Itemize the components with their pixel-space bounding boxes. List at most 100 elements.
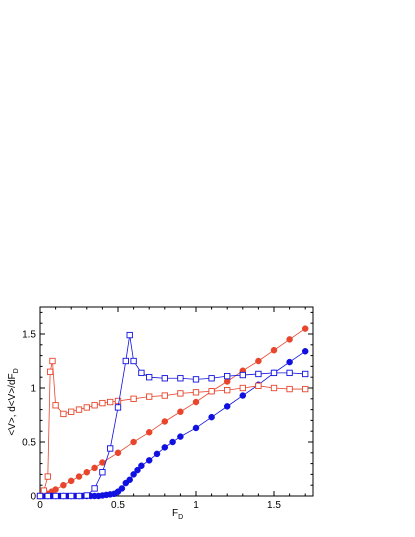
series-3-point xyxy=(146,374,153,381)
series-1-point xyxy=(118,485,126,492)
series-3-point xyxy=(239,371,246,379)
series-3-point xyxy=(107,445,114,452)
series-1-point xyxy=(161,444,169,451)
series-1-point xyxy=(301,348,309,355)
series-3-point xyxy=(286,369,293,377)
series-1-point xyxy=(239,392,247,399)
plot-frame xyxy=(39,306,314,497)
series-1-point xyxy=(145,457,153,464)
series-3-point xyxy=(126,331,133,339)
y-axis-label: <V>, d<V>/dFD xyxy=(7,368,20,435)
series-0-point xyxy=(52,486,59,493)
series-2 xyxy=(36,357,309,500)
series-3 xyxy=(36,331,309,500)
series-3-point xyxy=(224,372,231,380)
series-1-point xyxy=(169,438,176,446)
series-1-point xyxy=(134,466,141,474)
series-3-point xyxy=(36,492,44,500)
series-1-point xyxy=(223,403,231,410)
series-1-point xyxy=(208,413,215,421)
series-2-point xyxy=(239,384,246,392)
series-0-point xyxy=(270,346,278,354)
series-2-point xyxy=(40,487,48,494)
series-2-point xyxy=(83,404,90,411)
series-2-point xyxy=(52,402,59,409)
series-3-point xyxy=(91,485,98,492)
series-3-point xyxy=(138,369,145,377)
series-3-point xyxy=(192,376,200,383)
series-2-point xyxy=(302,385,309,393)
series-2-point xyxy=(107,398,114,406)
series-2-point xyxy=(44,473,51,480)
series-0-point xyxy=(223,378,231,385)
series-0-point xyxy=(75,473,83,480)
series-0-point xyxy=(177,408,184,416)
x-tick-label: 0.5 xyxy=(111,500,125,511)
series-3-point xyxy=(83,492,90,499)
series-3-point xyxy=(130,357,137,365)
y-tick-label: 1.5 xyxy=(22,330,36,341)
series-2-point xyxy=(49,357,56,365)
series-3-point xyxy=(52,492,59,500)
series-1-point xyxy=(126,476,133,484)
y-tick-label: 0.5 xyxy=(22,438,36,449)
series-2-point xyxy=(130,395,137,402)
series-2-point xyxy=(177,390,184,397)
series-2-point xyxy=(208,388,215,395)
series-0-point xyxy=(67,477,75,485)
series-2-point xyxy=(286,385,293,393)
series-0-point xyxy=(91,464,98,472)
y-axis-label-sub: D xyxy=(13,368,20,373)
series-2-point xyxy=(270,384,278,392)
series-3-point xyxy=(302,370,309,378)
series-3-point xyxy=(208,375,215,382)
series-1-point xyxy=(286,358,293,366)
series-2-point xyxy=(255,382,262,389)
series-3-line xyxy=(40,335,306,497)
series-2-point xyxy=(60,410,67,418)
series-2-point xyxy=(91,402,98,409)
series-0-point xyxy=(286,336,293,343)
x-tick-label: 0 xyxy=(37,500,43,511)
series-3-point xyxy=(44,492,51,500)
series-2-point xyxy=(114,397,122,405)
series-layer xyxy=(36,325,309,500)
x-tick-label: 1.5 xyxy=(267,500,281,511)
y-axis-label-main: <V>, d<V>/dF xyxy=(7,373,18,435)
series-2-point xyxy=(75,406,83,413)
series-1-point xyxy=(138,462,145,470)
y-tick-label: 1 xyxy=(30,384,36,395)
series-1-point xyxy=(192,424,200,432)
series-0-point xyxy=(130,438,137,446)
series-1-point xyxy=(153,450,161,458)
series-0-point xyxy=(255,357,262,365)
series-3-point xyxy=(122,357,129,365)
series-3-point xyxy=(99,469,106,476)
series-3-point xyxy=(255,370,262,378)
x-tick-label: 1 xyxy=(193,500,199,511)
series-2-point xyxy=(224,387,231,394)
series-2-point xyxy=(146,393,153,400)
series-2-point xyxy=(99,399,106,407)
y-tick-label: 0 xyxy=(30,492,36,503)
series-2-point xyxy=(161,392,168,399)
series-0-point xyxy=(192,398,200,406)
series-2-point xyxy=(192,389,200,396)
series-2-point xyxy=(46,368,54,375)
series-3-point xyxy=(161,375,168,382)
series-3-point xyxy=(68,492,75,500)
series-0-point xyxy=(301,325,309,332)
x-axis-label-main: F xyxy=(172,508,178,519)
series-3-point xyxy=(60,492,67,500)
x-axis-label: FD xyxy=(172,508,183,521)
x-axis-label-sub: D xyxy=(178,514,183,521)
series-2-point xyxy=(68,408,75,415)
series-0-point xyxy=(114,449,122,457)
series-3-point xyxy=(177,375,184,382)
series-1-point xyxy=(177,433,184,440)
series-0-point xyxy=(83,468,91,476)
series-0-point xyxy=(161,418,169,425)
series-0-point xyxy=(145,429,153,436)
series-1-point xyxy=(130,471,137,478)
